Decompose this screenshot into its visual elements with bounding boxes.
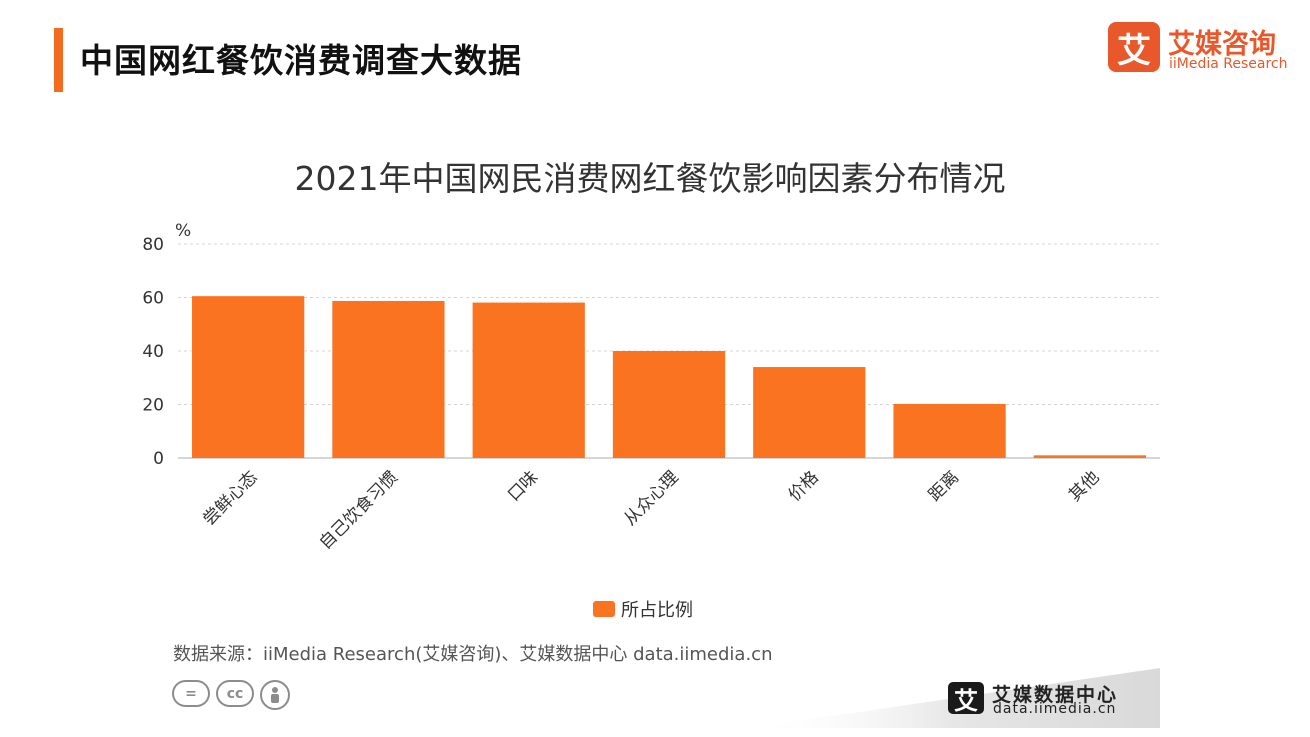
attribution-person-icon [260, 680, 290, 710]
footer-url: data.iimedia.cn [993, 701, 1117, 717]
x-tick-label: 距离 [925, 467, 963, 505]
footer-logo-icon: 艾 [948, 682, 984, 715]
brand-logo: 艾 艾媒咨询 iiMedia Research [1108, 22, 1293, 74]
x-tick-label: 尝鲜心态 [199, 467, 261, 529]
page-title: 中国网红餐饮消费调查大数据 [80, 41, 522, 80]
logo-name-cn: 艾媒咨询 [1168, 29, 1276, 60]
x-tick-label: 口味 [504, 467, 542, 505]
bar [192, 296, 305, 458]
chart-legend: 所占比例 [593, 596, 693, 622]
license-icons: = cc [172, 680, 290, 710]
bar [612, 351, 726, 458]
y-tick-label: 40 [142, 342, 164, 362]
logo-name-en: iiMedia Research [1169, 56, 1288, 72]
bar [893, 403, 1006, 458]
bar [332, 300, 445, 458]
bar [1033, 455, 1146, 458]
legend-swatch [593, 601, 615, 617]
data-source-note: 数据来源：iiMedia Research(艾媒咨询)、艾媒数据中心 data.… [173, 644, 773, 665]
title-accent-bar [54, 28, 63, 92]
x-tick-label: 其他 [1065, 467, 1103, 505]
footer-brand-name: 艾媒数据中心 [992, 684, 1119, 706]
logo-mark-icon: 艾 [1108, 22, 1160, 72]
x-tick-label: 从众心理 [620, 467, 682, 529]
y-tick-label: 80 [142, 235, 164, 255]
x-tick-label: 价格 [785, 467, 823, 505]
x-tick-label: 自己饮食习惯 [316, 467, 402, 553]
legend-label: 所占比例 [621, 600, 693, 621]
bar [472, 302, 585, 458]
creative-commons-icon: cc [216, 680, 254, 707]
chart-title: 2021年中国网民消费网红餐饮影响因素分布情况 [294, 159, 1006, 198]
y-axis-label: % [175, 221, 191, 241]
y-tick-label: 20 [142, 396, 164, 416]
y-tick-label: 0 [153, 449, 164, 469]
no-derivatives-icon: = [172, 680, 210, 707]
bar [753, 367, 866, 458]
y-tick-label: 60 [142, 289, 164, 309]
